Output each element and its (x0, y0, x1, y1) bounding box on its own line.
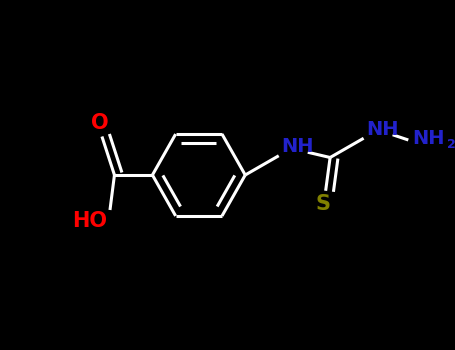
Text: NH: NH (366, 120, 399, 139)
Text: HO: HO (72, 211, 107, 231)
Text: NH: NH (281, 138, 314, 156)
Text: 2: 2 (447, 138, 455, 152)
Text: S: S (316, 194, 331, 214)
Text: NH: NH (412, 129, 445, 148)
Text: O: O (91, 113, 109, 133)
